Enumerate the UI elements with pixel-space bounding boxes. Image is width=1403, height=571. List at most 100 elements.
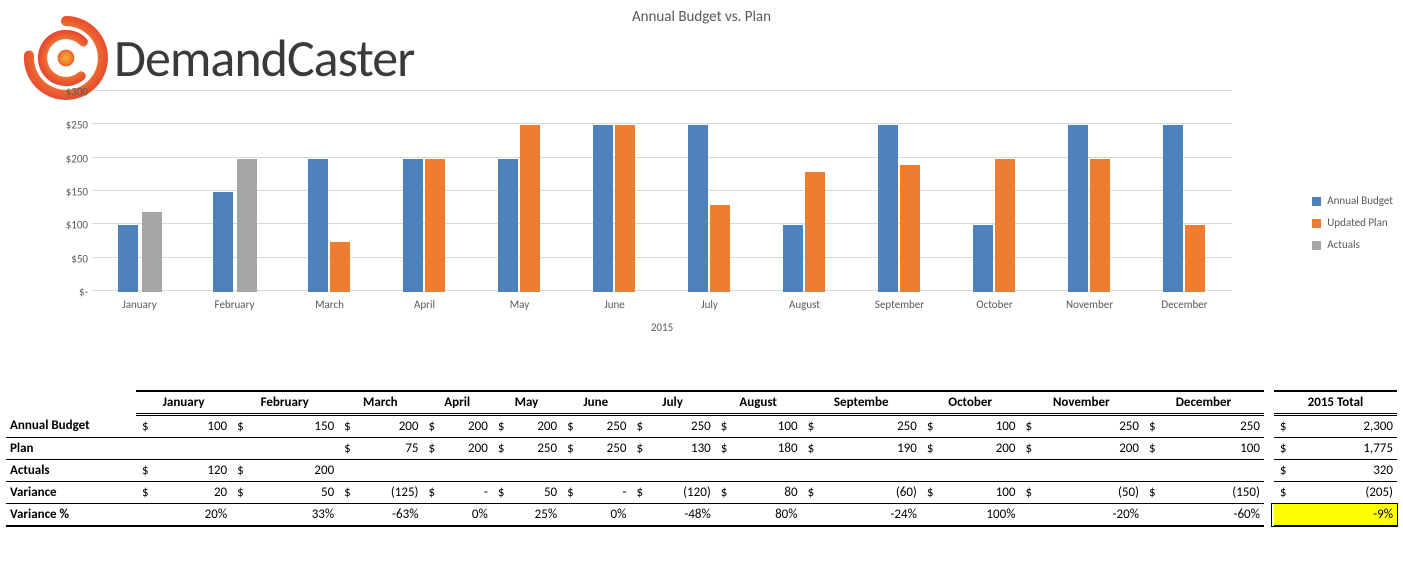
data-cell: [802, 460, 921, 482]
legend-swatch-icon: [1312, 241, 1321, 250]
data-cell: 33%: [231, 504, 338, 527]
data-cell: $200: [338, 415, 422, 438]
data-cell: $100: [921, 415, 1020, 438]
row-label: Actuals: [6, 460, 136, 482]
bar-group: [377, 92, 472, 292]
bar-group: [187, 92, 282, 292]
bar-group: [852, 92, 947, 292]
bar-annual-budget: [403, 159, 423, 292]
data-cell: [630, 460, 714, 482]
logo-text: DemandCaster: [114, 26, 414, 90]
table-row: Actuals$120$200$320: [6, 460, 1397, 482]
data-cell: $(125): [338, 482, 422, 504]
bar-group: [757, 92, 852, 292]
y-axis: $-$50$100$150$200$250$300: [42, 92, 88, 292]
x-label: July: [662, 298, 757, 311]
data-cell: 20%: [136, 504, 231, 527]
data-cell: $200: [423, 438, 492, 460]
data-cell: $130: [630, 438, 714, 460]
data-cell: $250: [1143, 415, 1264, 438]
bar-annual-budget: [688, 125, 708, 292]
data-cell: [338, 460, 422, 482]
chart-bars: [92, 92, 1232, 292]
data-cell: $(50): [1019, 482, 1143, 504]
table-row: Variance$20$50$(125)$-$50$-$(120)$80$(60…: [6, 482, 1397, 504]
column-header: January: [136, 391, 231, 415]
bar-group: [662, 92, 757, 292]
legend-item: Updated Plan: [1312, 212, 1393, 234]
row-label: Plan: [6, 438, 136, 460]
data-cell: $250: [561, 438, 630, 460]
data-cell: -48%: [630, 504, 714, 527]
bar-annual-budget: [213, 192, 233, 292]
column-header: February: [231, 391, 338, 415]
chart-legend: Annual BudgetUpdated PlanActuals: [1312, 190, 1393, 256]
data-cell: $250: [561, 415, 630, 438]
data-cell: $-: [561, 482, 630, 504]
data-cell: -20%: [1019, 504, 1143, 527]
bar-group: [1042, 92, 1137, 292]
bar-annual-budget: [498, 159, 518, 292]
data-cell: -63%: [338, 504, 422, 527]
data-cell: [136, 438, 231, 460]
y-tick: $-: [42, 286, 88, 299]
y-tick: $300: [42, 86, 88, 99]
data-cell: $(120): [630, 482, 714, 504]
column-header: March: [338, 391, 422, 415]
data-cell: $150: [231, 415, 338, 438]
y-tick: $50: [42, 252, 88, 265]
x-label: March: [282, 298, 377, 311]
column-header: Septembe: [802, 391, 921, 415]
data-cell: $250: [802, 415, 921, 438]
total-cell: $(205): [1272, 482, 1397, 504]
legend-swatch-icon: [1312, 219, 1321, 228]
legend-item: Annual Budget: [1312, 190, 1393, 212]
data-cell: $180: [715, 438, 802, 460]
data-cell: $200: [1019, 438, 1143, 460]
bar-group: [472, 92, 567, 292]
data-cell: $250: [1019, 415, 1143, 438]
legend-label: Updated Plan: [1327, 212, 1387, 234]
data-cell: $20: [136, 482, 231, 504]
x-label: June: [567, 298, 662, 311]
bar-actuals: [142, 212, 162, 292]
data-cell: [492, 460, 561, 482]
table-corner: [6, 391, 136, 415]
x-label: August: [757, 298, 852, 311]
data-cell: $250: [630, 415, 714, 438]
column-header: November: [1019, 391, 1143, 415]
data-cell: -60%: [1143, 504, 1264, 527]
y-tick: $250: [42, 119, 88, 132]
data-cell: $250: [492, 438, 561, 460]
data-cell: 100%: [921, 504, 1020, 527]
data-cell: [423, 460, 492, 482]
bar-annual-budget: [308, 159, 328, 292]
data-cell: $100: [715, 415, 802, 438]
bar-annual-budget: [973, 225, 993, 292]
bar-group: [282, 92, 377, 292]
data-cell: $200: [231, 460, 338, 482]
x-axis-labels: JanuaryFebruaryMarchAprilMayJuneJulyAugu…: [92, 298, 1232, 311]
legend-item: Actuals: [1312, 234, 1393, 256]
x-label: February: [187, 298, 282, 311]
data-cell: $200: [921, 438, 1020, 460]
data-cell: $190: [802, 438, 921, 460]
data-cell: [1019, 460, 1143, 482]
x-label: December: [1137, 298, 1232, 311]
chart-year-label: 2015: [92, 321, 1232, 334]
bar-annual-budget: [1068, 125, 1088, 292]
data-cell: $200: [423, 415, 492, 438]
total-header: 2015 Total: [1272, 391, 1397, 415]
budget-table: JanuaryFebruaryMarchAprilMayJuneJulyAugu…: [6, 390, 1397, 527]
row-label: Annual Budget: [6, 415, 136, 438]
data-cell: $80: [715, 482, 802, 504]
budget-chart: $-$50$100$150$200$250$300 JanuaryFebruar…: [92, 92, 1392, 352]
page: DemandCaster Annual Budget vs. Plan $-$5…: [0, 0, 1403, 571]
bar-annual-budget: [783, 225, 803, 292]
bar-group: [947, 92, 1042, 292]
column-header: April: [423, 391, 492, 415]
chart-plot-area: $-$50$100$150$200$250$300: [92, 92, 1392, 292]
legend-label: Annual Budget: [1327, 190, 1393, 212]
bar-group: [1137, 92, 1232, 292]
bar-group: [567, 92, 662, 292]
